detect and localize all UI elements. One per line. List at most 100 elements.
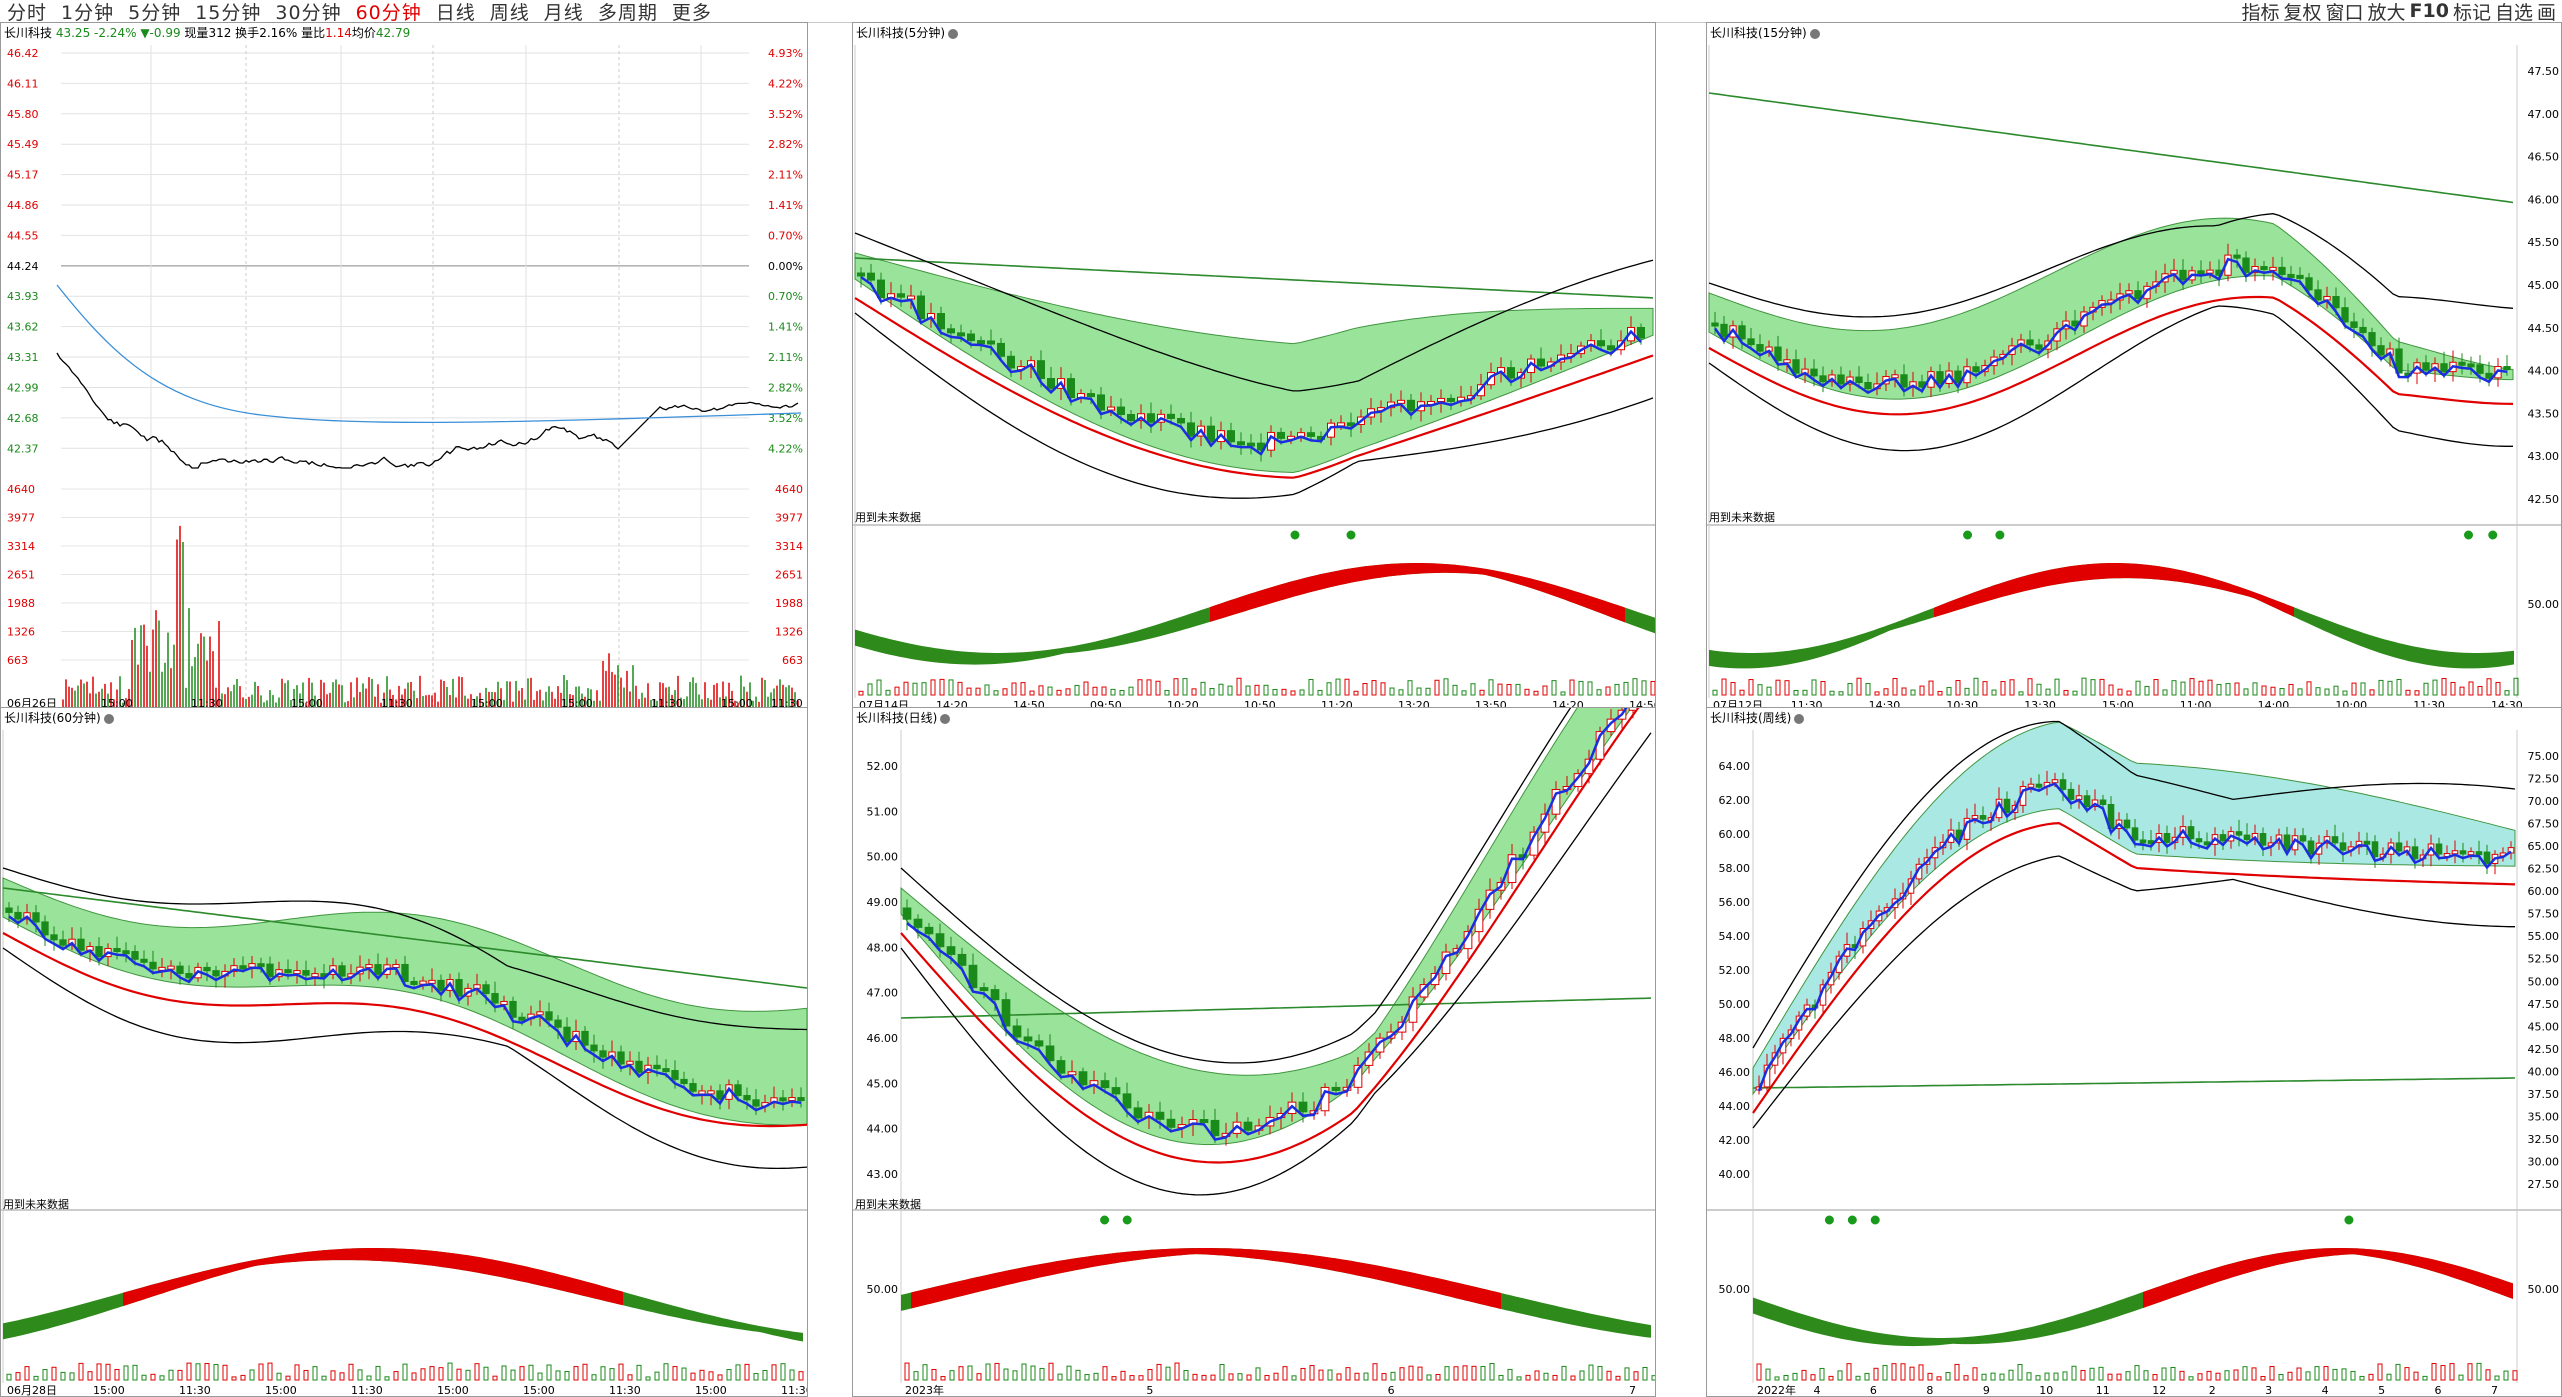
candle-body	[1637, 326, 1645, 339]
period-tab-more[interactable]: 更多	[671, 1, 712, 24]
macd-bar	[1290, 690, 1296, 696]
candle-body	[917, 295, 925, 320]
chart-panel-daily[interactable]: 长川科技(日线) 52.00 51.00 50.00 49.00 48.00 47.00 4…	[852, 707, 1656, 1397]
chart-panel-60min[interactable]: 长川科技(60分钟) 06月28日 15:00 11:30 15:00 11:30 15:…	[0, 707, 808, 1397]
macd-bar	[1092, 686, 1098, 696]
date-label: 15:00	[721, 697, 753, 710]
period-tab-week[interactable]: 周线	[489, 1, 530, 24]
macd-bar	[2404, 1367, 2410, 1381]
price-axis-label: 45.17	[7, 169, 39, 182]
percent-axis-label: 0.00%	[768, 260, 803, 273]
macd-bar	[1901, 687, 1907, 696]
price-axis-label: 52.50	[2528, 953, 2560, 966]
macd-bar	[1390, 1371, 1396, 1381]
date-label: 2	[2209, 1384, 2216, 1397]
chart-panel-5min[interactable]: 长川科技(5分钟) 07月14日 14:20 14:50 09:50 10:20 10:5…	[852, 22, 1656, 712]
watchlist-button[interactable]: 自选	[2494, 1, 2533, 24]
price-axis-label: 46.11	[7, 77, 39, 90]
oscillator-ribbon-red	[1210, 563, 1625, 623]
settings-icon[interactable]	[948, 28, 958, 39]
candle-body	[1087, 393, 1095, 398]
candle-body	[1864, 382, 1872, 390]
macd-bar	[913, 1371, 919, 1381]
draw-button[interactable]: 画	[2536, 1, 2556, 24]
macd-bar	[2252, 682, 2258, 696]
avg-price-line	[56, 284, 802, 424]
candle-body	[2476, 364, 2484, 374]
macd-bar	[321, 1375, 327, 1381]
date-label: 11:30	[381, 697, 413, 710]
macd-bar	[1910, 689, 1916, 696]
window-button[interactable]: 窗口	[2325, 1, 2364, 24]
price-axis-label: 44.24	[7, 260, 39, 273]
price-axis-label: 46.42	[7, 47, 39, 60]
period-tab-60min[interactable]: 60分钟	[355, 1, 422, 24]
macd-bar	[2135, 680, 2141, 696]
adjust-button[interactable]: 复权	[2283, 1, 2322, 24]
period-tab-1min[interactable]: 1分钟	[61, 1, 115, 24]
macd-bar	[2422, 1375, 2428, 1381]
settings-icon[interactable]	[1794, 713, 1805, 724]
macd-bar	[2269, 1366, 2275, 1381]
candle-plot-60min: 06月28日 15:00 11:30 15:00 11:30 15:00 15:00 11:3…	[1, 730, 807, 1397]
bollinger-line	[1708, 213, 2514, 318]
candle-body	[1774, 346, 1782, 361]
zoom-button[interactable]: 放大	[2367, 1, 2406, 24]
bollinger-line	[900, 708, 1572, 1064]
macd-bar	[2053, 1372, 2059, 1381]
percent-axis-label: 3.52%	[768, 108, 803, 121]
period-tab-30min[interactable]: 30分钟	[275, 1, 342, 24]
macd-bar	[1263, 684, 1269, 696]
candle-body	[2422, 362, 2430, 371]
date-label: 15:00	[437, 1384, 469, 1397]
settings-icon[interactable]	[940, 713, 951, 724]
period-tab-5min[interactable]: 5分钟	[128, 1, 182, 24]
buy-signal-icon	[1869, 1214, 1881, 1226]
macd-bar	[1730, 682, 1736, 696]
macd-bar	[1434, 679, 1440, 696]
macd-bar	[1793, 690, 1799, 696]
period-tab-fenshi[interactable]: 分时	[7, 1, 48, 24]
candle-body	[1111, 1087, 1121, 1095]
price-axis-label: 48.00	[1719, 1032, 1751, 1045]
price-axis-label: 60.00	[2528, 885, 2560, 898]
macd-bar	[1155, 680, 1161, 696]
macd-bar	[1632, 678, 1638, 696]
candle-body	[2035, 783, 2043, 788]
indicator-button[interactable]: 指标	[2241, 1, 2280, 24]
settings-icon[interactable]	[103, 713, 114, 724]
period-tab-month[interactable]: 月线	[543, 1, 584, 24]
price-axis-label: 45.00	[2528, 279, 2560, 292]
candle-body	[1237, 441, 1245, 446]
date-label: 12	[2152, 1384, 2166, 1397]
f10-button[interactable]: F10	[2409, 0, 2449, 22]
volume-value: 312	[208, 26, 232, 40]
period-tab-day[interactable]: 日线	[435, 1, 476, 24]
mark-button[interactable]: 标记	[2452, 1, 2491, 24]
candle-body	[140, 958, 148, 963]
macd-bar	[1837, 1370, 1843, 1381]
intraday-chart-panel[interactable]: 长川科技 43.25 -2.24% ▼-0.99 现量312 换手2.16% 量…	[0, 22, 808, 712]
macd-bar	[2341, 1368, 2347, 1381]
price-axis-label: 43.50	[2528, 407, 2560, 420]
macd-bar	[2278, 1373, 2284, 1381]
macd-bar	[1461, 690, 1467, 696]
settings-icon[interactable]	[1809, 28, 1820, 39]
price-axis-label: 32.50	[2528, 1133, 2560, 1146]
macd-bar	[1111, 1376, 1117, 1381]
candle-body	[32, 912, 40, 923]
candle-body	[734, 1084, 742, 1097]
candle-body	[689, 1083, 697, 1092]
candle-body	[2219, 834, 2227, 842]
macd-bar	[2045, 688, 2051, 696]
date-label: 11:30	[179, 1384, 211, 1397]
period-tab-15min[interactable]: 15分钟	[195, 1, 262, 24]
chart-panel-weekly[interactable]: 长川科技(周线) 64.00 62.00 60.00 58.00 56.00 54.00 5…	[1706, 707, 2562, 1397]
period-tab-multi[interactable]: 多周期	[597, 1, 658, 24]
chart-panel-15min[interactable]: 长川科技(15分钟) 46.5046.2546.0045.7545.5045.2…	[1706, 22, 2562, 712]
macd-bar	[2287, 1371, 2293, 1381]
macd-bar	[2126, 690, 2132, 696]
macd-bar	[2026, 1372, 2032, 1381]
candle-body	[2099, 799, 2107, 806]
macd-bar	[2350, 1370, 2356, 1381]
